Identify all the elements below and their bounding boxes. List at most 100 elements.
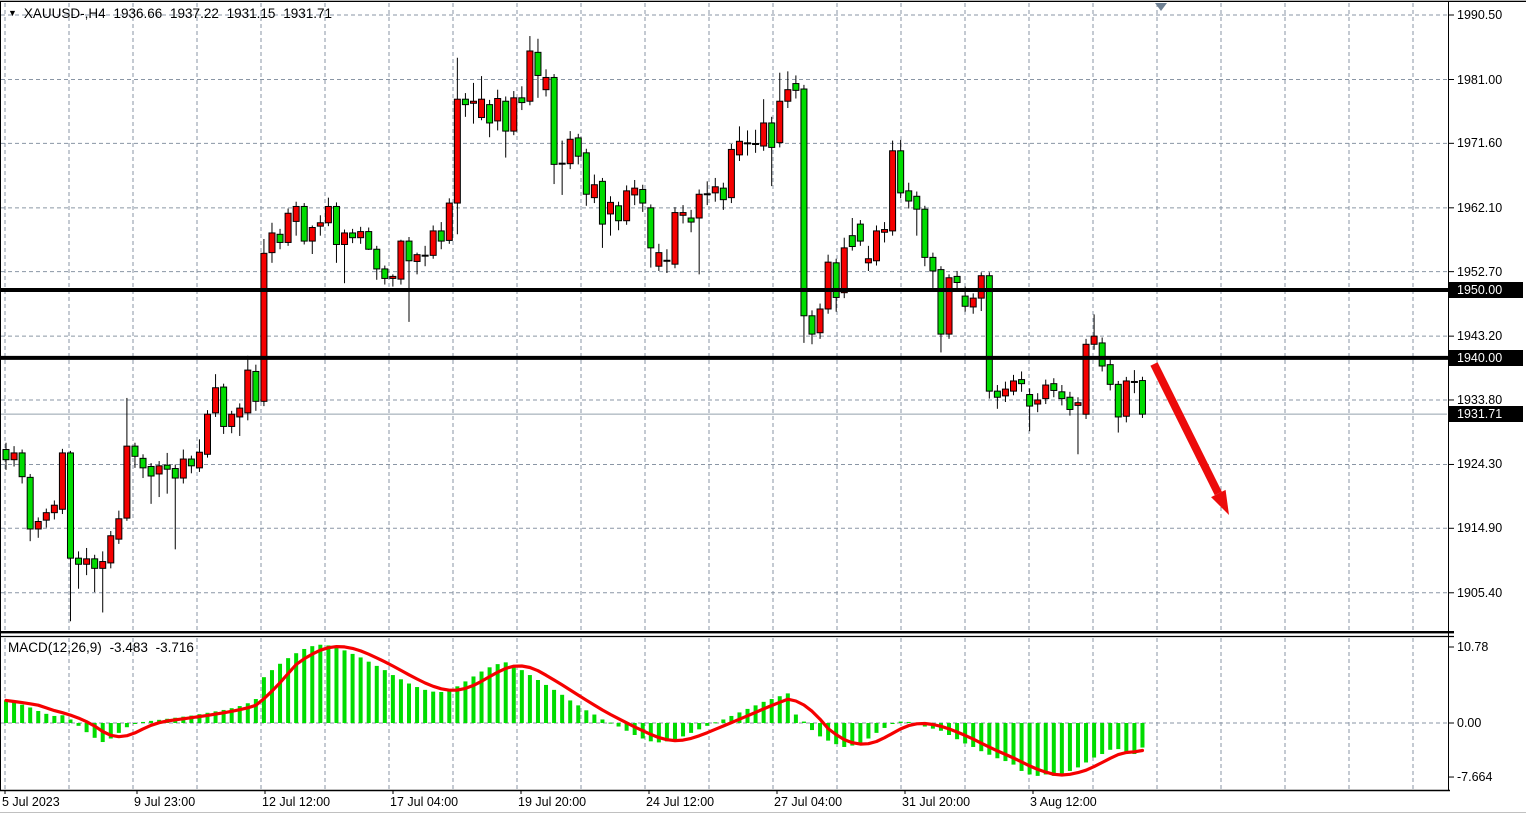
macd-histogram-bar	[358, 657, 363, 723]
macd-histogram-bar	[560, 694, 565, 723]
macd-histogram-bar	[616, 723, 621, 727]
macd-histogram-bar	[544, 684, 549, 723]
macd-histogram-bar	[205, 712, 210, 723]
macd-histogram-bar	[632, 723, 637, 735]
candle-body	[671, 212, 679, 265]
time-axis-label: 12 Jul 12:00	[262, 795, 331, 809]
candle-body	[1138, 380, 1146, 415]
candle-body	[357, 231, 365, 239]
candle-body	[840, 247, 848, 294]
macd-histogram-bar	[963, 723, 968, 744]
price-tick-label: 1981.00	[1457, 72, 1503, 87]
candle-body	[236, 407, 244, 418]
candle-body	[276, 233, 284, 243]
candle-body	[381, 268, 389, 279]
macd-histogram-bar	[697, 723, 702, 730]
candle-body	[10, 452, 18, 461]
ohlc-high: 1937.22	[170, 6, 219, 21]
candle-body	[1090, 335, 1098, 345]
candle-body	[99, 561, 107, 569]
macd-histogram-bar	[20, 704, 25, 723]
candle-body	[405, 240, 413, 262]
level-price-badge: 1940.00	[1449, 349, 1523, 366]
candle-body	[598, 180, 606, 225]
candle-body	[437, 230, 445, 242]
macd-histogram-bar	[302, 648, 307, 723]
price-tick-label: 1943.20	[1457, 329, 1503, 344]
candle-body	[123, 445, 131, 519]
macd-histogram-bar	[656, 723, 661, 743]
candle-body	[316, 222, 324, 227]
macd-histogram-bar	[253, 699, 258, 723]
macd-histogram-bar	[874, 723, 879, 733]
indicator-name-label: MACD(12,26,9)	[8, 640, 102, 655]
candle-body	[872, 230, 880, 262]
candle-body	[631, 187, 639, 196]
price-tick-label: 1962.10	[1457, 200, 1503, 215]
candle-body	[494, 98, 502, 122]
candle-body	[993, 390, 1001, 398]
trend-arrow-shaft[interactable]	[1150, 362, 1222, 496]
macd-histogram-bar	[592, 714, 597, 723]
candle-body	[647, 207, 655, 249]
candle-body	[228, 413, 236, 427]
candle-body	[195, 451, 203, 469]
candle-body	[66, 452, 74, 559]
price-tick-label: 1914.90	[1457, 521, 1503, 536]
macd-histogram-bar	[374, 665, 379, 723]
candle-body	[139, 457, 147, 469]
candle-body	[163, 464, 171, 470]
candle-body	[155, 465, 163, 475]
candle-body	[542, 76, 550, 91]
candle-body	[574, 137, 582, 157]
candle-body	[768, 122, 776, 148]
macd-histogram-bar	[898, 721, 903, 723]
collapse-triangle-icon[interactable]: ▼	[8, 8, 17, 18]
macd-histogram-bar	[1075, 723, 1080, 768]
macd-histogram-bar	[269, 670, 274, 723]
macd-histogram-bar	[1067, 723, 1072, 771]
level-price-badge: 1950.00	[1449, 281, 1523, 298]
current-price-badge: 1931.71	[1449, 406, 1523, 423]
candle-body	[1050, 383, 1058, 391]
macd-histogram-bar	[294, 653, 299, 723]
candle-body	[373, 248, 381, 270]
candle-body	[1074, 402, 1082, 406]
candle-body	[800, 88, 808, 317]
candle-body	[623, 190, 631, 222]
candle-body	[115, 518, 123, 540]
candle-body	[534, 51, 542, 76]
candle-body	[1026, 394, 1034, 407]
macd-histogram-bar	[439, 691, 444, 723]
macd-histogram-bar	[906, 721, 911, 723]
candle-body	[413, 254, 421, 262]
candle-body	[58, 452, 66, 510]
macd-histogram-bar	[431, 691, 436, 723]
macd-histogram-bar	[1019, 723, 1024, 771]
macd-histogram-bar	[149, 720, 154, 723]
candle-body	[695, 193, 703, 219]
time-axis-label: 5 Jul 2023	[2, 795, 60, 809]
candle-body	[260, 252, 268, 402]
candle-body	[91, 558, 99, 569]
chart-shift-marker-icon[interactable]	[1155, 3, 1167, 11]
trend-arrow-head[interactable]	[1211, 489, 1229, 515]
candle-body	[1106, 364, 1114, 385]
price-tick-label: 1952.70	[1457, 264, 1503, 279]
candle-body	[478, 98, 486, 119]
macd-histogram-bar	[503, 662, 508, 723]
macd-histogram-bar	[971, 723, 976, 747]
macd-histogram-bar	[286, 658, 291, 723]
candle-body	[864, 258, 872, 264]
candle-body	[34, 520, 42, 530]
candle-body	[897, 150, 905, 194]
candle-body	[341, 232, 349, 245]
indicator-tick-label: -7.664	[1457, 770, 1493, 785]
macd-histogram-bar	[423, 689, 428, 723]
macd-histogram-bar	[28, 707, 33, 723]
candle-body	[808, 315, 816, 335]
pane-separator[interactable]	[0, 631, 1454, 634]
candle-body	[502, 100, 510, 132]
